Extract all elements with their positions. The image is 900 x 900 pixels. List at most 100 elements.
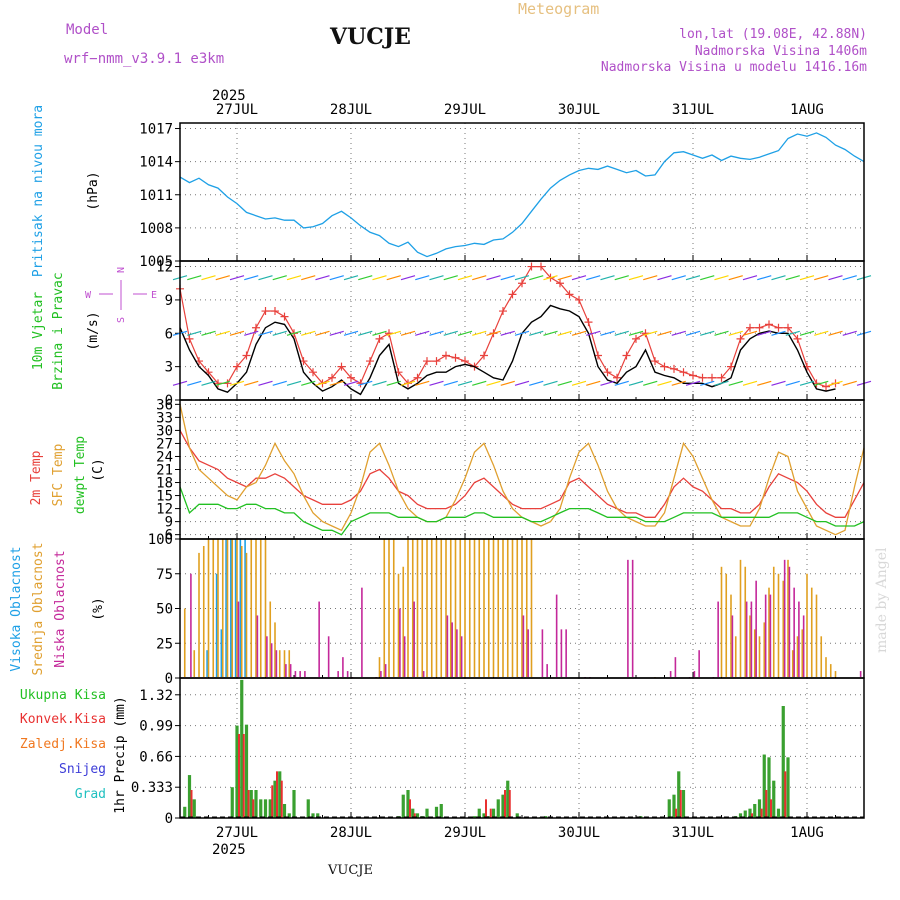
- y-tick-label: 9: [165, 293, 173, 309]
- wind-barb: [799, 330, 815, 336]
- bottom-day-label: 27JUL: [216, 825, 258, 841]
- precip-total-bar: [439, 804, 443, 818]
- y-tick-label: 12: [156, 502, 173, 518]
- sfctemp-title: SFC Temp: [51, 444, 66, 507]
- wind-barb: [272, 330, 287, 336]
- wind-barb: [614, 275, 629, 281]
- wind-barb: [700, 275, 715, 281]
- precip-total-bar: [477, 808, 481, 818]
- precip-conv-bar: [238, 734, 240, 818]
- precip-total-bar: [292, 790, 296, 818]
- wind-barb: [643, 380, 658, 386]
- precip-total-bar: [187, 775, 192, 818]
- wind-barb: [700, 330, 715, 336]
- precip-total-bar: [767, 757, 771, 818]
- wind-barb: [828, 380, 843, 386]
- wind-barb: [586, 330, 601, 336]
- altitude: Nadmorska Visina 1406m: [695, 44, 867, 59]
- y-tick-label: 50: [156, 602, 173, 618]
- y-tick-label: 6: [165, 528, 173, 544]
- precip-total-bar: [282, 804, 287, 818]
- bottom-day-label: 31JUL: [672, 825, 714, 841]
- year-top: 2025: [212, 88, 246, 104]
- wind-gust-marker: [698, 373, 707, 382]
- wind-barb: [657, 275, 672, 281]
- precip-total-bar: [776, 808, 781, 818]
- dewtemp-title: dewpt Temp: [73, 436, 88, 514]
- wind-barb: [671, 380, 686, 386]
- wind-barb: [229, 380, 245, 386]
- dewtemp-line: [179, 486, 865, 536]
- wind-gust-marker: [660, 362, 669, 371]
- low-cloud-title: Niska Oblacnost: [53, 550, 68, 667]
- panel-frame: [179, 677, 865, 819]
- wind-barb: [258, 275, 273, 281]
- wind-gust-marker: [613, 373, 621, 382]
- wind-direction-key: N W E S: [85, 267, 157, 323]
- y-tick-label: 6: [165, 326, 173, 342]
- precip-total-bar: [306, 799, 310, 818]
- wind-barb: [742, 330, 758, 336]
- y-tick-label: 100: [148, 532, 173, 548]
- wind-barb: [286, 275, 302, 281]
- wind-barb: [301, 380, 316, 386]
- pressure-line: [179, 132, 865, 258]
- wind-barb: [842, 330, 857, 336]
- wind-barb: [571, 330, 587, 336]
- wind-speed-line: [179, 304, 836, 396]
- y-tick-label: 30: [156, 423, 173, 439]
- wind-barb: [315, 275, 330, 281]
- precip-conv-bar: [770, 799, 772, 818]
- wind-barb: [400, 380, 416, 386]
- wind-barb: [486, 275, 501, 281]
- wind-barb: [215, 275, 230, 281]
- mid-cloud-title: Srednja Oblacnost: [31, 542, 46, 675]
- wind-barb: [329, 380, 344, 386]
- wind-gust-marker: [708, 373, 716, 382]
- wind-gust-marker: [451, 353, 460, 362]
- precip-conv-bar: [247, 790, 250, 818]
- wind-barb: [842, 275, 857, 281]
- dir-s: S: [116, 317, 127, 323]
- wind-gust-marker: [632, 334, 640, 343]
- wind-barb: [187, 330, 202, 336]
- wind-barb: [315, 330, 330, 336]
- precip-total-bar: [401, 794, 405, 818]
- wind-gust-marker: [793, 334, 802, 343]
- precip-total-bar: [472, 816, 477, 818]
- precip-total-bar: [491, 808, 496, 818]
- precip-total-bar: [482, 813, 486, 818]
- wind-gust-marker: [736, 334, 745, 343]
- wind-barb: [201, 380, 216, 386]
- top-day-label: 30JUL: [558, 102, 600, 118]
- wind-barb: [457, 380, 473, 386]
- sfctemp-line: [179, 404, 865, 536]
- precip-total-bar: [263, 799, 268, 818]
- wind-gust-marker: [622, 351, 631, 360]
- wind-barb: [358, 275, 373, 281]
- wind-barb: [728, 380, 743, 386]
- precip-total-bar: [677, 771, 681, 818]
- wind-barb: [343, 275, 359, 281]
- wind-barb: [301, 330, 316, 336]
- wind-barb: [187, 380, 202, 386]
- wind-barb: [215, 330, 230, 336]
- top-day-label: 1AUG: [790, 102, 824, 118]
- precip-conv-bar: [489, 808, 492, 818]
- precip-total-bar: [425, 808, 429, 818]
- wind-barb: [799, 275, 815, 281]
- wind-barb: [415, 330, 430, 336]
- wind-barb: [272, 275, 287, 281]
- precip-conv-bar: [679, 790, 682, 818]
- y-tick-label: 0.333: [131, 780, 173, 796]
- precip-total-bar: [672, 794, 676, 818]
- model-name: wrf−nmm_v3.9.1 e3km: [64, 51, 224, 67]
- wind-barb: [500, 330, 515, 336]
- wind-barb: [500, 275, 515, 281]
- wind-gust-marker: [822, 382, 830, 391]
- precip-total-bar: [434, 806, 439, 818]
- wind-barb: [500, 380, 515, 386]
- wind-gust-marker: [252, 323, 260, 332]
- wind-gust-marker: [784, 323, 792, 332]
- wind-gust-marker: [366, 357, 374, 366]
